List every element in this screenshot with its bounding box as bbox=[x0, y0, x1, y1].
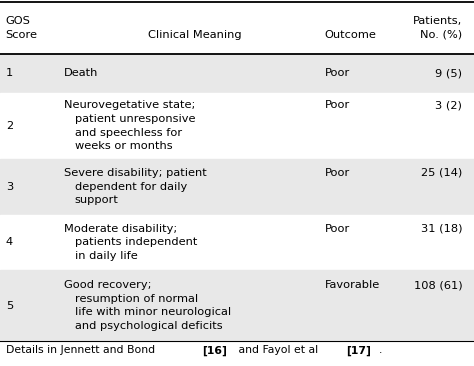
Text: Poor: Poor bbox=[325, 68, 350, 78]
Bar bbox=[0, 93, 474, 158]
Text: No. (%): No. (%) bbox=[420, 30, 462, 40]
Text: Moderate disability;: Moderate disability; bbox=[64, 224, 177, 234]
Bar bbox=[0, 158, 474, 214]
Text: support: support bbox=[75, 195, 119, 205]
Text: [16]: [16] bbox=[202, 346, 228, 356]
Text: Clinical Meaning: Clinical Meaning bbox=[147, 30, 241, 40]
Text: 108 (61): 108 (61) bbox=[413, 280, 462, 290]
Text: 31 (18): 31 (18) bbox=[420, 224, 462, 234]
Text: 25 (14): 25 (14) bbox=[421, 168, 462, 178]
Text: 9 (5): 9 (5) bbox=[435, 68, 462, 78]
Text: Neurovegetative state;: Neurovegetative state; bbox=[64, 100, 195, 110]
Text: in daily life: in daily life bbox=[75, 251, 137, 261]
Text: 5: 5 bbox=[6, 300, 13, 311]
Text: resumption of normal: resumption of normal bbox=[75, 294, 198, 304]
Text: life with minor neurological: life with minor neurological bbox=[75, 307, 231, 317]
Text: [17]: [17] bbox=[346, 346, 371, 356]
Text: patients independent: patients independent bbox=[75, 238, 197, 247]
Text: and psychological deficits: and psychological deficits bbox=[75, 321, 222, 331]
Text: 3 (2): 3 (2) bbox=[435, 100, 462, 110]
Bar bbox=[0, 2, 474, 54]
Text: Poor: Poor bbox=[325, 100, 350, 110]
Text: dependent for daily: dependent for daily bbox=[75, 182, 187, 192]
Text: Good recovery;: Good recovery; bbox=[64, 280, 152, 290]
Text: .: . bbox=[379, 346, 382, 355]
Bar bbox=[0, 270, 474, 341]
Text: Poor: Poor bbox=[325, 224, 350, 234]
Text: 3: 3 bbox=[6, 182, 13, 192]
Bar bbox=[0, 54, 474, 93]
Text: GOS: GOS bbox=[6, 16, 30, 26]
Text: and Fayol et al: and Fayol et al bbox=[235, 346, 321, 355]
Text: patient unresponsive: patient unresponsive bbox=[75, 114, 195, 124]
Bar bbox=[0, 341, 474, 362]
Text: Death: Death bbox=[64, 68, 99, 78]
Text: 4: 4 bbox=[6, 238, 13, 247]
Text: Outcome: Outcome bbox=[325, 30, 376, 40]
Text: 2: 2 bbox=[6, 121, 13, 131]
Text: Poor: Poor bbox=[325, 168, 350, 178]
Text: and speechless for: and speechless for bbox=[75, 127, 182, 138]
Text: Favorable: Favorable bbox=[325, 280, 380, 290]
Text: 1: 1 bbox=[6, 68, 13, 78]
Text: Score: Score bbox=[6, 30, 38, 40]
Text: weeks or months: weeks or months bbox=[75, 141, 173, 151]
Text: Details in Jennett and Bond: Details in Jennett and Bond bbox=[6, 346, 158, 355]
Text: Severe disability; patient: Severe disability; patient bbox=[64, 168, 207, 178]
Text: Patients,: Patients, bbox=[413, 16, 462, 26]
Bar bbox=[0, 214, 474, 270]
